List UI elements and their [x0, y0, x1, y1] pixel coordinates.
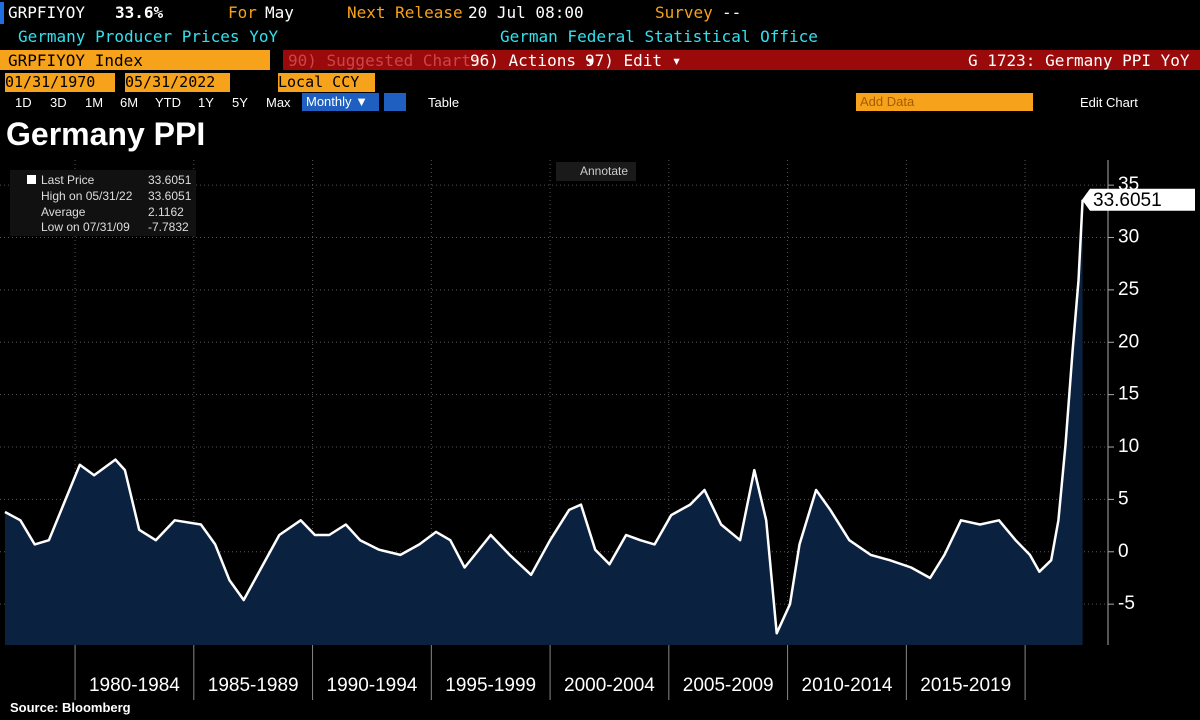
- security[interactable]: GRPFIYOY Index: [8, 51, 143, 70]
- y-tick-label: 10: [1118, 436, 1139, 457]
- stat-label: Low on 07/31/09: [41, 220, 130, 234]
- x-tick-label: 1990-1994: [327, 675, 418, 696]
- stat-label: Average: [41, 205, 86, 219]
- add-data[interactable]: Add Data: [856, 93, 1033, 111]
- y-tick-label: -5: [1118, 593, 1135, 614]
- y-tick-label: 5: [1118, 488, 1129, 509]
- x-tick-label: 2015-2019: [920, 675, 1011, 696]
- source-org: German Federal Statistical Office: [500, 27, 818, 46]
- y-tick-label: 25: [1118, 279, 1139, 300]
- annotate-button[interactable]: [556, 162, 636, 181]
- period-button[interactable]: 5Y: [232, 95, 248, 110]
- period-button[interactable]: 6M: [120, 95, 139, 110]
- last-value-box: [1082, 188, 1195, 211]
- legend-last: 33.6051: [148, 173, 192, 187]
- chart-icon[interactable]: [384, 93, 406, 111]
- actions-menu[interactable]: 96) Actions ▾: [470, 51, 596, 70]
- x-tick-label: 1980-1984: [89, 675, 180, 696]
- release-label: Next Release: [347, 3, 463, 22]
- stat-label: High on 05/31/22: [41, 189, 133, 203]
- x-tick-label: 2010-2014: [802, 675, 893, 696]
- period-button[interactable]: 3D: [50, 95, 67, 110]
- y-tick-label: 20: [1118, 331, 1139, 352]
- survey-label: Survey: [655, 3, 713, 22]
- period-button[interactable]: 1M: [85, 95, 104, 110]
- y-tick-label: 0: [1118, 541, 1129, 562]
- y-tick-label: 30: [1118, 227, 1139, 248]
- last-value: 33.6%: [115, 3, 164, 22]
- x-tick-label: 1985-1989: [208, 675, 299, 696]
- suggested-charts[interactable]: 90) Suggested Charts: [288, 51, 481, 70]
- area: [5, 199, 1083, 646]
- table-button[interactable]: Table: [428, 95, 460, 110]
- legend: [10, 170, 196, 236]
- chart-id: G 1723: Germany PPI YoY: [968, 51, 1190, 70]
- x-tick-label: 2000-2004: [564, 675, 655, 696]
- legend-swatch: [27, 175, 36, 184]
- description: Germany Producer Prices YoY: [18, 27, 279, 46]
- frequency[interactable]: Monthly ▼: [302, 93, 379, 111]
- stat-value: 33.6051: [148, 189, 192, 203]
- stat-value: -7.7832: [148, 220, 189, 234]
- currency[interactable]: Local CCY: [278, 73, 375, 92]
- edit-menu[interactable]: 97) Edit ▾: [585, 51, 682, 70]
- period-button[interactable]: 1D: [15, 95, 32, 110]
- edit-chart[interactable]: Edit Chart: [1080, 95, 1138, 110]
- chart-title: Germany PPI: [6, 116, 206, 152]
- legend-name: Last Price: [41, 173, 95, 187]
- period-button[interactable]: Max: [266, 95, 291, 110]
- survey-value: --: [722, 3, 742, 22]
- start-date[interactable]: 01/31/1970: [5, 73, 115, 92]
- release-value: 20 Jul 08:00: [468, 3, 584, 22]
- stat-value: 2.1162: [148, 205, 184, 219]
- for-value: May: [265, 3, 294, 22]
- x-tick-label: 1995-1999: [445, 675, 536, 696]
- annotate-label[interactable]: Annotate: [580, 164, 629, 178]
- for-label: For: [228, 3, 257, 22]
- end-date[interactable]: 05/31/2022: [125, 73, 230, 92]
- period-button[interactable]: YTD: [155, 95, 181, 110]
- line: [4, 199, 1084, 635]
- ticker-marker: [0, 2, 4, 24]
- ticker: GRPFIYOY: [8, 3, 86, 22]
- last-value-label: 33.6051: [1093, 190, 1162, 211]
- security-box[interactable]: [0, 50, 270, 70]
- source: Source: Bloomberg: [10, 700, 131, 715]
- menu-bar: [283, 50, 1200, 70]
- period-button[interactable]: 1Y: [198, 95, 214, 110]
- y-tick-label: 15: [1118, 384, 1139, 405]
- x-tick-label: 2005-2009: [683, 675, 774, 696]
